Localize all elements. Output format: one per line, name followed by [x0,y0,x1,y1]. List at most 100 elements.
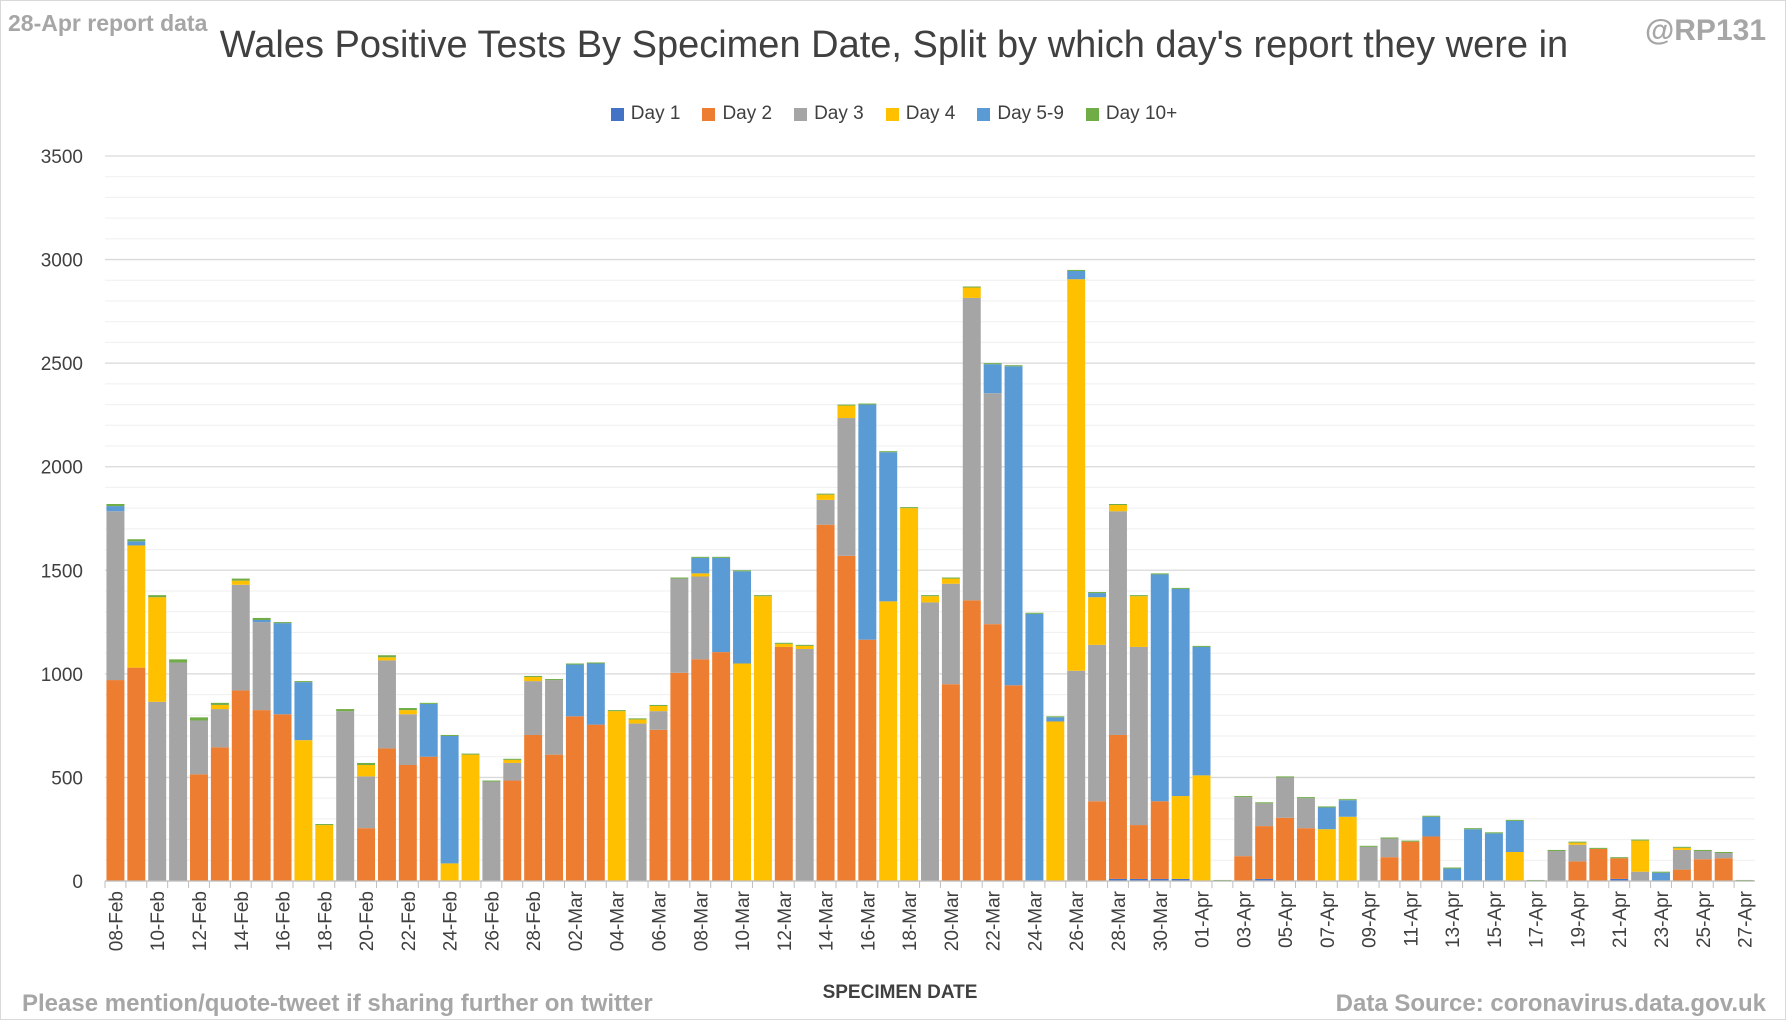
bar-segment-day-4 [1505,852,1524,881]
x-tick-label: 15-Apr [1485,890,1506,948]
bar-segment-day-10 [1234,796,1253,798]
bar-segment-day-2 [941,684,960,881]
bar-segment-day-1 [1150,878,1169,881]
x-tick-label: 08-Mar [691,890,712,951]
bar-segment-day-10 [106,504,125,507]
bar-segment-day-2 [357,828,376,881]
bar-segment-day-10 [921,595,939,597]
bar-stack-17-feb [294,681,313,881]
bar-segment-day-2 [524,734,543,881]
bar-segment-day-10 [1714,852,1733,854]
bar-segment-day-10 [628,718,647,720]
bar-stack-11-mar [753,595,772,881]
bar-segment-day-5-9 [1171,588,1190,797]
bar-segment-day-2 [106,680,125,881]
bar-segment-day-4 [1108,505,1127,512]
bar-segment-day-5-9 [1150,574,1169,802]
bar-segment-day-2 [503,780,522,881]
bar-segment-day-5-9 [1088,593,1107,598]
bar-segment-day-5-9 [1443,868,1462,881]
bar-segment-day-3 [921,602,939,881]
bar-segment-day-10 [1672,846,1691,848]
bar-segment-day-2 [1693,859,1712,881]
bar-segment-day-10 [941,577,960,579]
bar-segment-day-4 [733,663,751,881]
bar-segment-day-3 [398,714,417,765]
bar-segment-day-2 [377,748,396,881]
bar-segment-day-4 [941,578,960,584]
bar-segment-day-2 [586,724,605,881]
x-tick-label: 11-Apr [1401,890,1422,946]
bar-segment-day-3 [1067,670,1086,881]
bar-stack-12-mar [774,642,793,881]
bar-segment-day-5-9 [691,557,710,574]
bar-stack-20-feb [357,762,376,881]
bar-stack-22-feb [398,708,417,881]
bar-segment-day-3 [628,723,647,881]
bar-segment-day-2 [1004,685,1023,881]
bar-segment-day-4 [607,711,626,881]
bar-segment-day-10 [1693,849,1712,851]
x-tick-label: 28-Mar [1109,890,1130,951]
bar-segment-day-10 [503,758,522,760]
bar-stack-23-mar [1004,365,1023,881]
legend-label: Day 2 [722,103,773,124]
bar-segment-day-10 [586,662,605,664]
x-tick-label: 17-Apr [1527,890,1548,948]
bar-stack-25-feb [461,753,480,881]
x-tick-label: 26-Mar [1067,890,1088,951]
bar-stack-08-feb [106,504,125,881]
x-tick-label: 26-Feb [482,891,503,951]
bar-segment-day-5-9 [252,620,271,623]
bar-stack-26-apr [1714,852,1733,881]
bar-segment-day-10 [231,578,250,581]
bar-stack-07-mar [670,577,689,881]
bar-stack-16-mar [858,403,877,881]
bar-segment-day-5-9 [858,404,877,640]
bar-segment-day-2 [983,624,1002,881]
bar-segment-day-4 [315,825,334,881]
bar-segment-day-3 [1296,798,1315,829]
bar-stack-12-apr [1422,815,1441,881]
bar-stack-25-mar [1046,716,1065,881]
bar-stack-01-apr [1192,645,1211,881]
bar-stack-06-apr [1296,797,1315,881]
bar-segment-day-10 [336,709,355,712]
legend-swatch [977,107,991,121]
bar-segment-day-10 [482,780,501,782]
bar-segment-day-10 [1338,799,1357,801]
bar-segment-day-10 [1443,867,1462,869]
legend-swatch [885,107,899,121]
bar-segment-day-4 [148,597,167,702]
x-tick-label: 10-Feb [148,891,169,951]
bar-segment-day-5-9 [586,663,605,725]
bar-segment-day-3 [1693,850,1712,860]
bar-segment-day-10 [753,595,772,597]
bar-segment-day-3 [336,711,355,881]
bar-segment-day-3 [545,680,564,755]
bar-segment-day-10 [398,708,417,711]
bar-segment-day-10 [1610,857,1629,859]
y-tick-label: 1000 [41,665,83,686]
bar-segment-day-10 [1464,828,1483,830]
bar-stack-11-apr [1401,840,1420,881]
bar-stack-21-apr [1610,857,1629,881]
bar-segment-day-4 [753,596,772,881]
bar-segment-day-3 [482,781,501,881]
bar-segment-day-10 [127,539,146,542]
x-tick-label: 16-Mar [858,890,879,951]
bar-segment-day-4 [628,719,647,724]
bar-segment-day-10 [1046,716,1065,718]
bar-segment-day-4 [649,705,668,712]
bar-stack-16-feb [273,622,292,881]
bar-segment-day-3 [377,660,396,749]
bar-segment-day-5-9 [565,664,584,717]
bar-segment-day-10 [1150,573,1169,575]
bar-stack-24-feb [440,734,459,881]
bar-segment-day-10 [1422,815,1441,817]
legend-item-day-10: Day 10+ [1085,103,1177,125]
bar-stack-06-mar [649,704,668,881]
bar-segment-day-3 [1276,777,1295,818]
bar-segment-day-5-9 [273,623,292,715]
bar-segment-day-4 [127,545,146,668]
